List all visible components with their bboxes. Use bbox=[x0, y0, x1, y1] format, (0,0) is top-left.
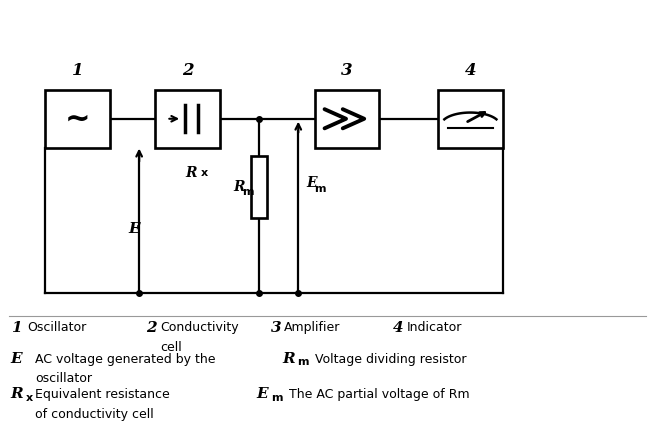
Bar bbox=[251, 156, 267, 218]
Text: E: E bbox=[128, 221, 140, 236]
Text: 3: 3 bbox=[341, 62, 353, 79]
Text: 4: 4 bbox=[392, 321, 403, 335]
Text: 4: 4 bbox=[464, 62, 476, 79]
Text: 3: 3 bbox=[271, 321, 282, 335]
Text: Amplifier: Amplifier bbox=[284, 321, 341, 335]
Text: m: m bbox=[314, 184, 326, 194]
Text: Voltage dividing resistor: Voltage dividing resistor bbox=[314, 352, 466, 365]
Text: x: x bbox=[200, 167, 208, 178]
Text: AC voltage generated by the: AC voltage generated by the bbox=[35, 352, 215, 365]
Text: 1: 1 bbox=[10, 321, 21, 335]
Text: R: R bbox=[185, 166, 197, 180]
Text: 1: 1 bbox=[71, 62, 83, 79]
Text: m: m bbox=[297, 357, 309, 367]
Text: x: x bbox=[26, 393, 33, 402]
Text: The AC partial voltage of Rm: The AC partial voltage of Rm bbox=[289, 388, 469, 401]
Text: E: E bbox=[306, 176, 317, 190]
Text: R: R bbox=[10, 387, 23, 401]
Text: E: E bbox=[256, 387, 268, 401]
Text: R: R bbox=[282, 352, 295, 366]
Bar bbox=[314, 90, 379, 148]
Text: E: E bbox=[10, 352, 22, 366]
Text: oscillator: oscillator bbox=[35, 372, 92, 385]
Text: 2: 2 bbox=[145, 321, 157, 335]
Text: Oscillator: Oscillator bbox=[28, 321, 86, 335]
Text: Indicator: Indicator bbox=[407, 321, 462, 335]
Bar bbox=[438, 90, 503, 148]
Text: of conductivity cell: of conductivity cell bbox=[35, 407, 154, 421]
Bar bbox=[45, 90, 110, 148]
Text: Conductivity: Conductivity bbox=[160, 321, 239, 335]
Text: R: R bbox=[234, 180, 245, 194]
Text: m: m bbox=[242, 187, 254, 197]
Text: ~: ~ bbox=[65, 104, 90, 133]
Text: cell: cell bbox=[160, 341, 182, 354]
Text: m: m bbox=[271, 393, 282, 402]
Text: Equivalent resistance: Equivalent resistance bbox=[35, 388, 170, 401]
Bar bbox=[155, 90, 220, 148]
Text: 2: 2 bbox=[182, 62, 194, 79]
